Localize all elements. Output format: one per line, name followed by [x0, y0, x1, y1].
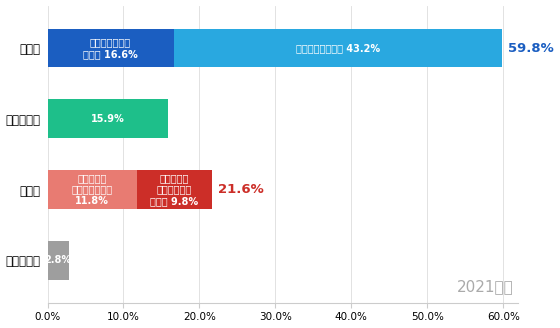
Text: 21.6%: 21.6% [218, 183, 263, 196]
Bar [48, 99, 169, 138]
Text: 2021年度: 2021年度 [457, 279, 514, 294]
Text: 昔の方が、
少し平和だった
11.8%: 昔の方が、 少し平和だった 11.8% [72, 173, 113, 206]
Text: 15.9%: 15.9% [91, 114, 125, 124]
Text: ずいぶん平和に
なった 16.6%: ずいぶん平和に なった 16.6% [83, 37, 138, 59]
Bar [137, 170, 212, 209]
Text: 昔の方が、
ずいぶん平和
だった 9.8%: 昔の方が、 ずいぶん平和 だった 9.8% [150, 173, 198, 206]
Text: 少し平和になった 43.2%: 少し平和になった 43.2% [296, 43, 380, 53]
Bar [174, 29, 502, 68]
Text: 2.8%: 2.8% [45, 255, 72, 265]
Bar [48, 29, 174, 68]
Bar [48, 241, 69, 280]
Bar [48, 170, 137, 209]
Text: 59.8%: 59.8% [508, 42, 554, 54]
